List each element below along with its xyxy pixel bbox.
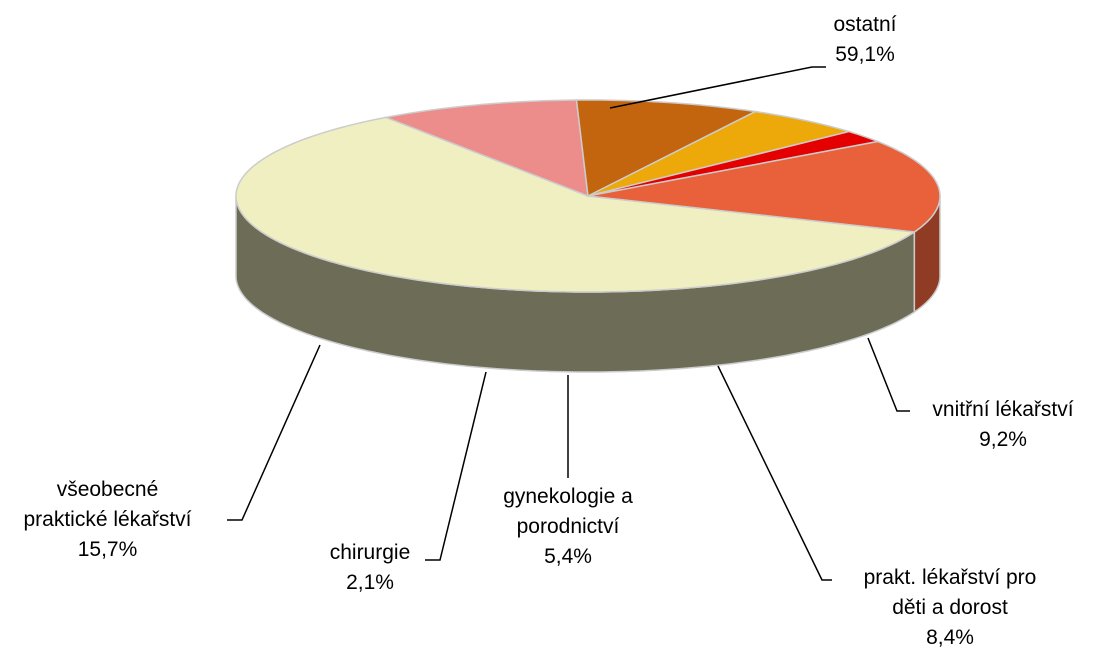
leader-line: [609, 66, 826, 109]
value-label: 5,4%: [544, 545, 592, 568]
slice-label: vnitřní lékařství 9,2%: [903, 395, 1099, 455]
pie-slice: [587, 130, 881, 197]
value-label: 15,7%: [77, 538, 138, 561]
category-label: vnitřní lékařství: [932, 398, 1074, 421]
leader-line: [717, 365, 832, 581]
pie-slice: [383, 99, 589, 198]
slice-label: prakt. lékařství pro děti a dorost 8,4%: [825, 563, 1075, 648]
leader-line: [227, 344, 321, 521]
value-label: 2,1%: [346, 571, 394, 594]
category-label: prakt. lékařství pro děti a dorost: [863, 566, 1037, 619]
pie-slice: [587, 110, 852, 197]
value-label: 8,4%: [926, 626, 974, 648]
pie-slice: [587, 140, 941, 233]
slice-label: ostatní 59,1%: [760, 10, 970, 70]
leader-line: [425, 371, 487, 561]
category-label: všeobecné praktické lékařství: [23, 478, 192, 531]
slice-label: gynekologie a porodnictví 5,4%: [483, 482, 653, 572]
value-label: 9,2%: [979, 428, 1027, 451]
category-label: chirurgie: [329, 541, 411, 564]
category-label: gynekologie a porodnictví: [503, 485, 633, 538]
leader-line: [867, 337, 910, 412]
category-label: ostatní: [833, 13, 897, 36]
pie-slice: [575, 99, 758, 198]
slice-label: chirurgie 2,1%: [300, 538, 440, 598]
value-label: 59,1%: [835, 43, 895, 66]
slice-label: všeobecné praktické lékařství 15,7%: [0, 475, 215, 565]
pie-slice: [235, 116, 917, 293]
